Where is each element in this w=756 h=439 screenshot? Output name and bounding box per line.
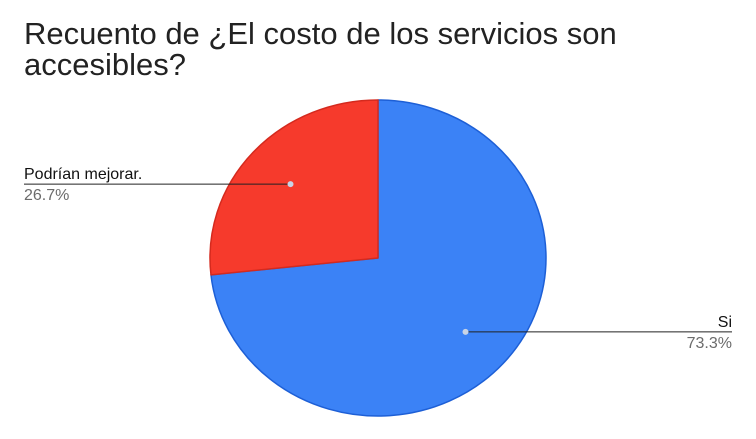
pie-slice-podrian-mejorar bbox=[209, 99, 379, 276]
pie-slices bbox=[209, 99, 547, 417]
leader-dot-si bbox=[462, 328, 469, 335]
slice-percent-si: 73.3% bbox=[687, 335, 732, 352]
slice-labels: Si 73.3% Podrían mejorar. 26.7% bbox=[24, 166, 732, 352]
slice-percent-podrian-mejorar: 26.7% bbox=[24, 187, 69, 204]
leader-lines bbox=[24, 181, 732, 335]
leader-dot-podrian-mejorar bbox=[287, 181, 294, 188]
chart-title: Recuento de ¿El costo de los servicios s… bbox=[24, 16, 617, 82]
slice-label-podrian-mejorar: Podrían mejorar. bbox=[24, 166, 142, 183]
slice-label-si: Si bbox=[718, 314, 732, 331]
